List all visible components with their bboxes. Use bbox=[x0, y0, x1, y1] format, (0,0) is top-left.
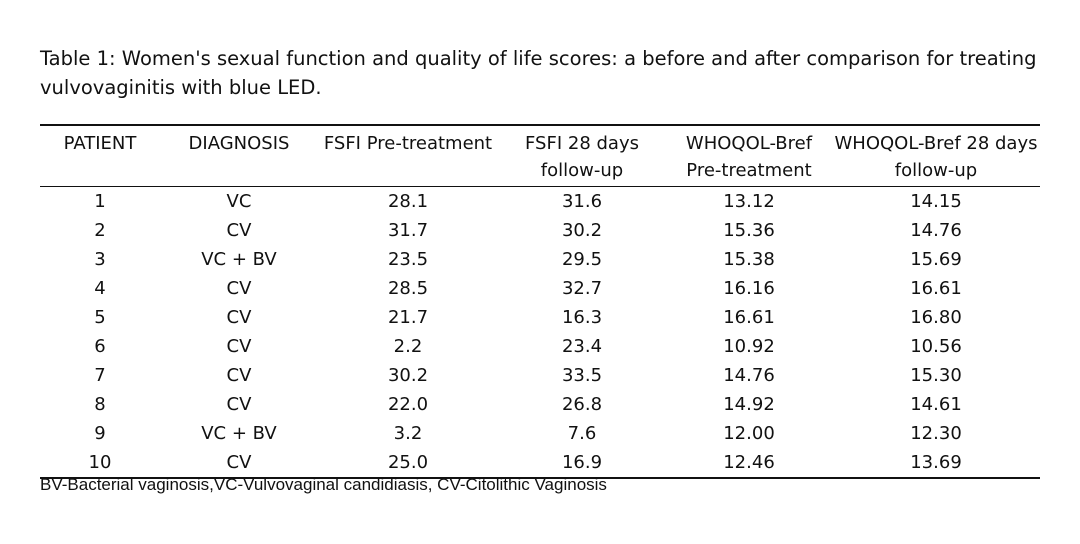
cell-whoqol-followup: 15.69 bbox=[910, 249, 962, 270]
cell-fsfi-pre: 2.2 bbox=[393, 336, 423, 357]
results-table: PATIENT DIAGNOSIS FSFI Pre-treatment FSF… bbox=[40, 124, 1040, 479]
cell-whoqol-pre: 14.92 bbox=[723, 394, 775, 415]
cell-diagnosis: CV bbox=[226, 365, 252, 386]
cell-whoqol-pre: 15.36 bbox=[723, 220, 775, 241]
cell-patient: 9 bbox=[94, 423, 106, 444]
table-row: 6 CV 2.2 23.4 10.92 10.56 bbox=[40, 332, 1040, 361]
table-row: 2 CV 31.7 30.2 15.36 14.76 bbox=[40, 216, 1040, 245]
cell-whoqol-followup: 14.15 bbox=[910, 191, 962, 212]
cell-patient: 10 bbox=[88, 452, 112, 473]
cell-whoqol-pre: 16.16 bbox=[723, 278, 775, 299]
cell-diagnosis: CV bbox=[226, 394, 252, 415]
cell-diagnosis: CV bbox=[226, 220, 252, 241]
cell-patient: 1 bbox=[94, 191, 106, 212]
cell-fsfi-pre: 3.2 bbox=[393, 423, 423, 444]
cell-whoqol-pre: 14.76 bbox=[723, 365, 775, 386]
table-body: 1 VC 28.1 31.6 13.12 14.15 2 CV 31.7 30.… bbox=[40, 187, 1040, 478]
cell-fsfi-followup: 32.7 bbox=[561, 278, 603, 299]
cell-diagnosis: CV bbox=[226, 278, 252, 299]
cell-fsfi-followup: 26.8 bbox=[561, 394, 603, 415]
header-row: PATIENT DIAGNOSIS FSFI Pre-treatment FSF… bbox=[40, 125, 1040, 187]
cell-whoqol-followup: 10.56 bbox=[910, 336, 962, 357]
cell-whoqol-followup: 13.69 bbox=[910, 452, 962, 473]
header-fsfi-followup: FSFI 28 days follow-up bbox=[525, 133, 639, 181]
cell-whoqol-pre: 13.12 bbox=[723, 191, 775, 212]
cell-whoqol-followup: 15.30 bbox=[910, 365, 962, 386]
cell-fsfi-followup: 33.5 bbox=[561, 365, 603, 386]
table-row: 3 VC + BV 23.5 29.5 15.38 15.69 bbox=[40, 245, 1040, 274]
cell-fsfi-followup: 7.6 bbox=[567, 423, 597, 444]
table-caption: Table 1: Women's sexual function and qua… bbox=[40, 47, 1037, 99]
cell-patient: 3 bbox=[94, 249, 106, 270]
header-diagnosis: DIAGNOSIS bbox=[188, 133, 290, 154]
cell-diagnosis: VC + BV bbox=[201, 249, 277, 270]
table-row: 9 VC + BV 3.2 7.6 12.00 12.30 bbox=[40, 419, 1040, 448]
header-whoqol-pre: WHOQOL-Bref Pre-treatment bbox=[685, 133, 813, 181]
cell-whoqol-followup: 16.80 bbox=[910, 307, 962, 328]
cell-fsfi-followup: 16.3 bbox=[561, 307, 603, 328]
cell-fsfi-followup: 31.6 bbox=[561, 191, 603, 212]
cell-patient: 7 bbox=[94, 365, 106, 386]
cell-whoqol-followup: 14.76 bbox=[910, 220, 962, 241]
table-header: PATIENT DIAGNOSIS FSFI Pre-treatment FSF… bbox=[40, 125, 1040, 187]
cell-whoqol-followup: 14.61 bbox=[910, 394, 962, 415]
table-footnote: BV-Bacterial vaginosis,VC-Vulvovaginal c… bbox=[40, 475, 607, 494]
cell-patient: 2 bbox=[94, 220, 106, 241]
cell-diagnosis: CV bbox=[226, 336, 252, 357]
cell-diagnosis: CV bbox=[226, 452, 252, 473]
table-row: 5 CV 21.7 16.3 16.61 16.80 bbox=[40, 303, 1040, 332]
cell-fsfi-pre: 30.2 bbox=[387, 365, 429, 386]
cell-fsfi-pre: 25.0 bbox=[387, 452, 429, 473]
cell-fsfi-pre: 28.5 bbox=[387, 278, 429, 299]
cell-patient: 5 bbox=[94, 307, 106, 328]
header-fsfi-pre: FSFI Pre-treatment bbox=[323, 133, 493, 154]
cell-fsfi-followup: 16.9 bbox=[561, 452, 603, 473]
cell-fsfi-pre: 28.1 bbox=[387, 191, 429, 212]
cell-fsfi-pre: 21.7 bbox=[387, 307, 429, 328]
cell-patient: 6 bbox=[94, 336, 106, 357]
table-row: 4 CV 28.5 32.7 16.16 16.61 bbox=[40, 274, 1040, 303]
cell-diagnosis: VC + BV bbox=[201, 423, 277, 444]
cell-whoqol-pre: 12.00 bbox=[723, 423, 775, 444]
cell-whoqol-pre: 10.92 bbox=[723, 336, 775, 357]
header-whoqol-followup: WHOQOL-Bref 28 days follow-up bbox=[834, 133, 1038, 181]
cell-fsfi-followup: 29.5 bbox=[561, 249, 603, 270]
cell-fsfi-pre: 31.7 bbox=[387, 220, 429, 241]
cell-whoqol-pre: 12.46 bbox=[723, 452, 775, 473]
cell-fsfi-followup: 23.4 bbox=[561, 336, 603, 357]
table-row: 1 VC 28.1 31.6 13.12 14.15 bbox=[40, 187, 1040, 217]
cell-whoqol-followup: 12.30 bbox=[910, 423, 962, 444]
cell-patient: 4 bbox=[94, 278, 106, 299]
cell-whoqol-followup: 16.61 bbox=[910, 278, 962, 299]
table-row: 8 CV 22.0 26.8 14.92 14.61 bbox=[40, 390, 1040, 419]
cell-fsfi-pre: 22.0 bbox=[387, 394, 429, 415]
cell-whoqol-pre: 16.61 bbox=[723, 307, 775, 328]
cell-diagnosis: CV bbox=[226, 307, 252, 328]
header-patient: PATIENT bbox=[63, 133, 137, 154]
cell-fsfi-pre: 23.5 bbox=[387, 249, 429, 270]
cell-fsfi-followup: 30.2 bbox=[561, 220, 603, 241]
cell-patient: 8 bbox=[94, 394, 106, 415]
table-row: 7 CV 30.2 33.5 14.76 15.30 bbox=[40, 361, 1040, 390]
results-table-container: PATIENT DIAGNOSIS FSFI Pre-treatment FSF… bbox=[40, 124, 1040, 479]
table-row: 10 CV 25.0 16.9 12.46 13.69 bbox=[40, 448, 1040, 478]
cell-whoqol-pre: 15.38 bbox=[723, 249, 775, 270]
cell-diagnosis: VC bbox=[226, 191, 252, 212]
